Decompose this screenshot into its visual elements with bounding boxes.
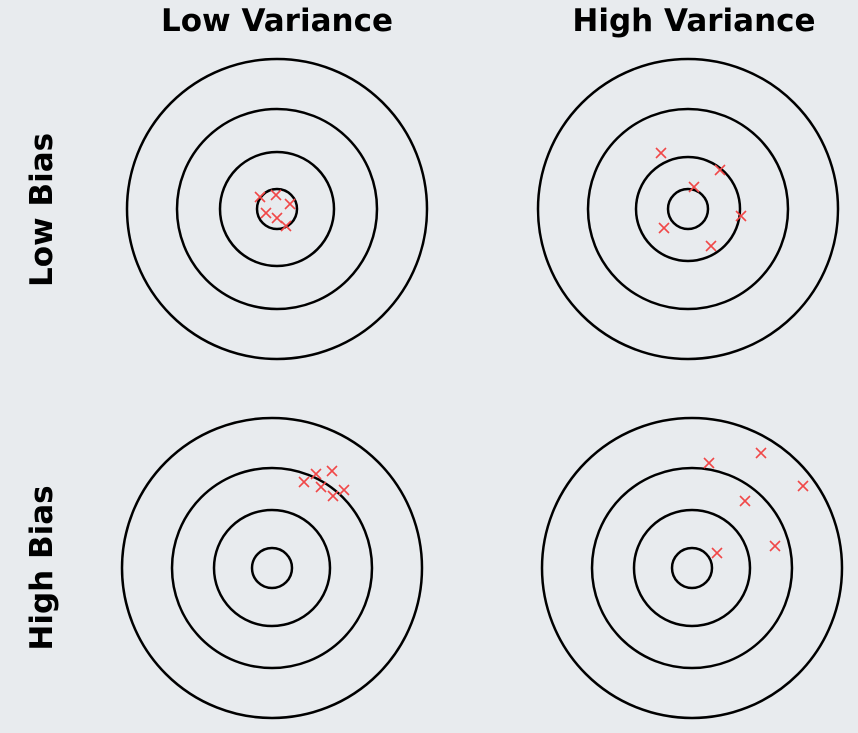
target [536,57,840,361]
row-label: Low Bias [24,133,60,287]
target [125,57,429,361]
target [540,416,844,720]
column-label: Low Variance [161,3,393,39]
row-label: High Bias [24,485,60,650]
column-label: High Variance [572,3,815,39]
target [120,416,424,720]
